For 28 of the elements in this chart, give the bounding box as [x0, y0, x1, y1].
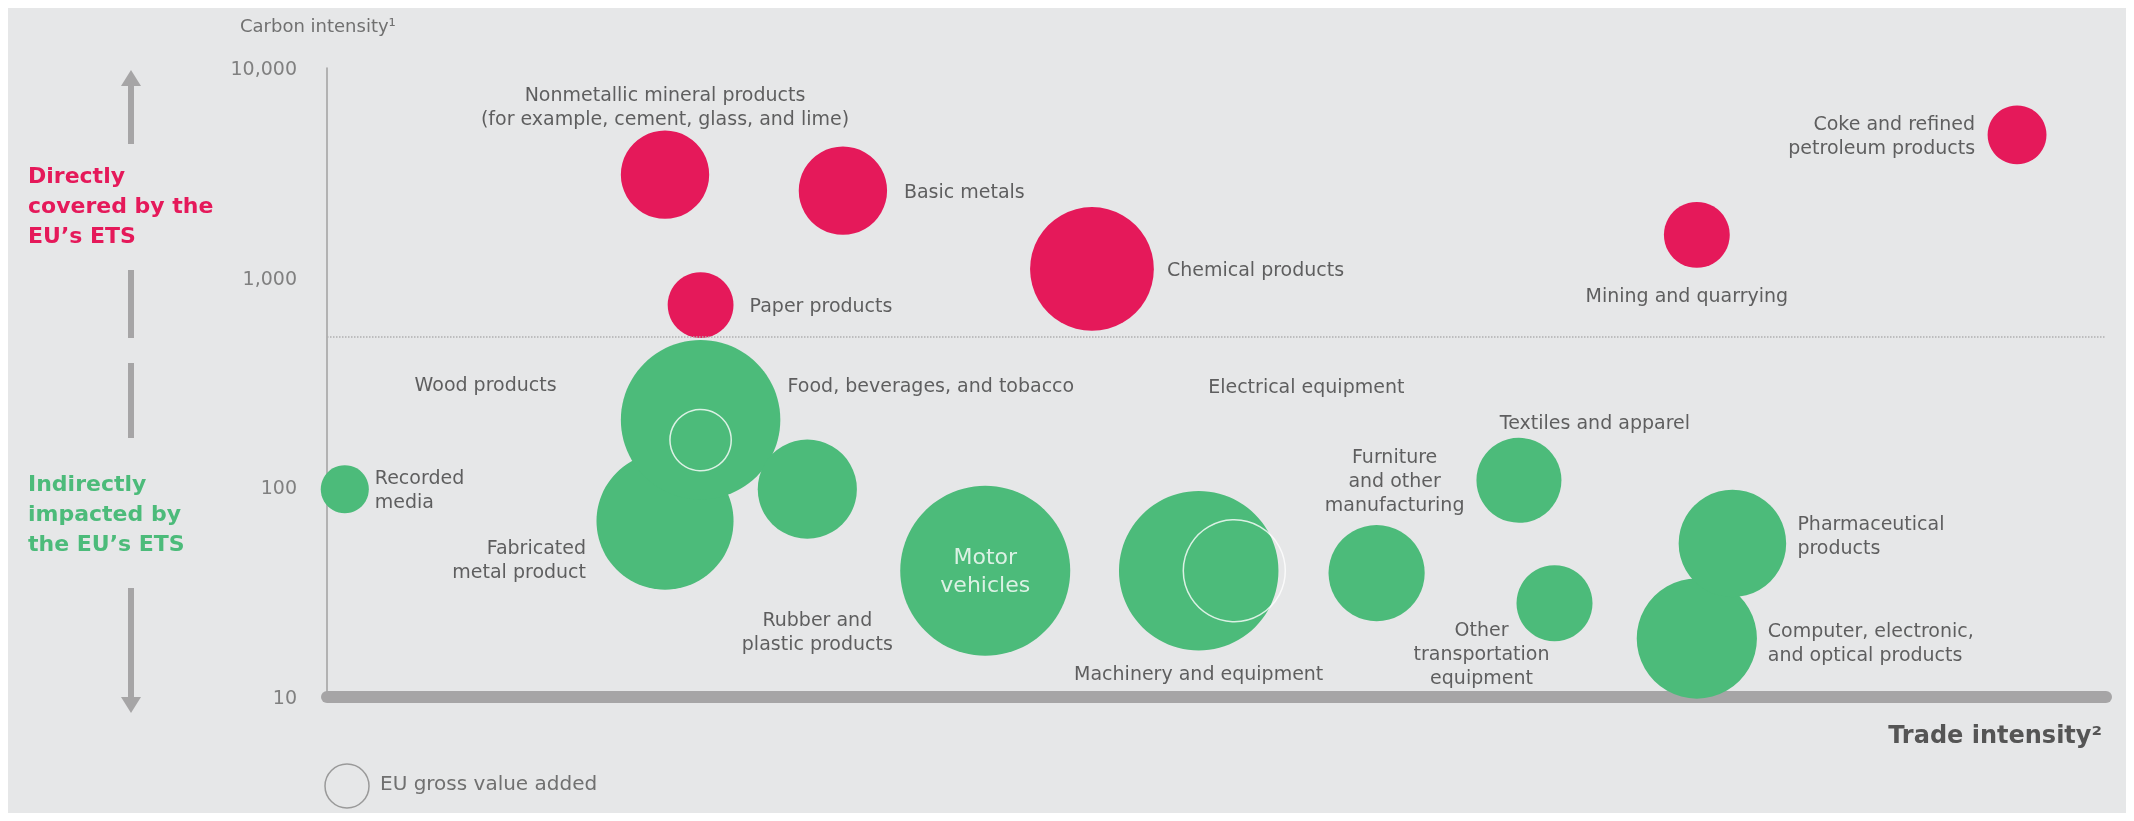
- annotation: Furniture and other manufacturing: [1324, 445, 1465, 516]
- text: Directly covered by the EU’s ETS: [28, 162, 222, 248]
- y-tick-label: 1,000: [242, 266, 297, 289]
- annotation: Computer, electronic, and optical products: [1767, 618, 1974, 665]
- annotation: Paper products: [749, 294, 893, 317]
- annotation: Recorded media: [374, 466, 465, 513]
- x-axis-title: Trade intensity²: [1888, 721, 2103, 749]
- annotation: Basic metals: [903, 179, 1025, 202]
- annotation: Food, beverages, and tobacco: [787, 373, 1075, 396]
- annotation: Coke and refined petroleum products: [1788, 111, 1976, 158]
- annotation: Electrical equipment: [1208, 374, 1405, 397]
- annotation: Motor vehicles: [940, 544, 1031, 598]
- y-tick-label: 10: [272, 686, 297, 708]
- y-tick-label: 100: [260, 476, 297, 499]
- annotation: Nonmetallic mineral products (for example, cement, glass, and lime): [480, 82, 850, 129]
- annotation: Machinery and equipment: [1074, 661, 1324, 684]
- annotation: Chemical products: [1166, 257, 1345, 280]
- annotation: Wood products: [414, 373, 557, 396]
- annotation: Textiles and apparel: [1498, 411, 1691, 434]
- y-axis-title: Carbon intensity¹: [240, 14, 396, 36]
- y-tick-label: 10,000: [230, 57, 297, 79]
- legend-title: EU gross value added: [380, 771, 598, 795]
- annotation: Other transportation equipment: [1413, 618, 1550, 689]
- text: Indirectly impacted by the EU’s ETS: [28, 470, 189, 556]
- annotation: Rubber and plastic products: [741, 608, 893, 655]
- annotation: Mining and quarrying: [1585, 283, 1789, 306]
- annotation: Pharmaceutical products: [1797, 512, 1945, 559]
- annotation: Fabricated metal product: [452, 536, 587, 583]
